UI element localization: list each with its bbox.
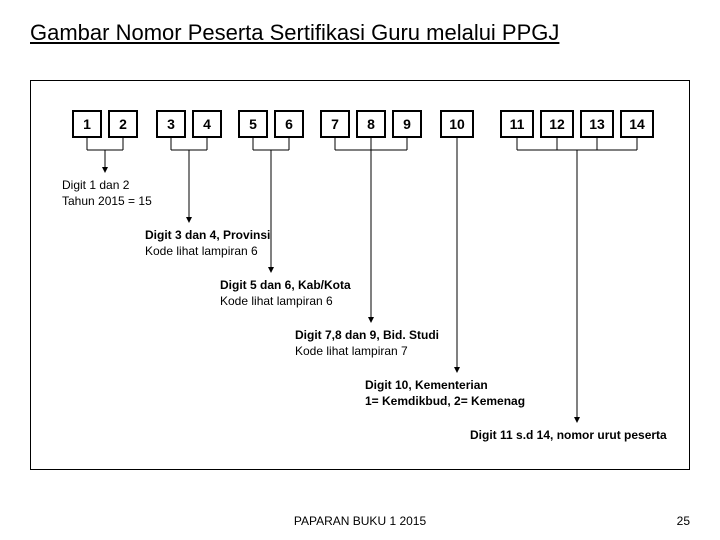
annotation-5: Digit 10, Kementerian1= Kemdikbud, 2= Ke… xyxy=(365,378,525,409)
annotation-3: Digit 5 dan 6, Kab/KotaKode lihat lampir… xyxy=(220,278,351,309)
digit-box-9: 9 xyxy=(392,110,422,138)
annotation-1: Digit 1 dan 2Tahun 2015 = 15 xyxy=(62,178,152,209)
digit-box-12: 12 xyxy=(540,110,574,138)
annotation-6: Digit 11 s.d 14, nomor urut peserta xyxy=(470,428,667,444)
diagram-frame xyxy=(30,80,690,470)
digit-box-13: 13 xyxy=(580,110,614,138)
digit-box-11: 11 xyxy=(500,110,534,138)
digit-box-10: 10 xyxy=(440,110,474,138)
digit-box-14: 14 xyxy=(620,110,654,138)
digit-box-1: 1 xyxy=(72,110,102,138)
footer-center-text: PAPARAN BUKU 1 2015 xyxy=(294,514,426,528)
digit-box-3: 3 xyxy=(156,110,186,138)
page-title: Gambar Nomor Peserta Sertifikasi Guru me… xyxy=(30,20,559,46)
digit-box-2: 2 xyxy=(108,110,138,138)
digit-box-4: 4 xyxy=(192,110,222,138)
digit-box-5: 5 xyxy=(238,110,268,138)
digit-box-8: 8 xyxy=(356,110,386,138)
annotation-4: Digit 7,8 dan 9, Bid. StudiKode lihat la… xyxy=(295,328,439,359)
digit-box-6: 6 xyxy=(274,110,304,138)
digit-box-7: 7 xyxy=(320,110,350,138)
annotation-2: Digit 3 dan 4, ProvinsiKode lihat lampir… xyxy=(145,228,270,259)
footer-page-number: 25 xyxy=(677,514,690,528)
